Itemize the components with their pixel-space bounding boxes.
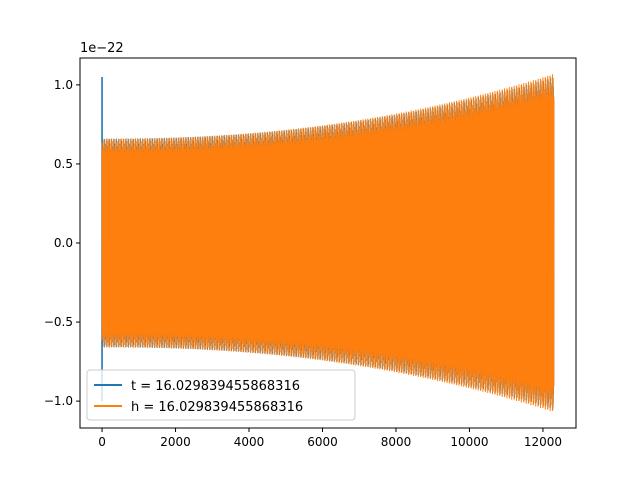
- y-offset-label: 1e−22: [80, 41, 124, 56]
- legend-entry: h = 16.029839455868316: [131, 400, 303, 415]
- x-axis: 0 2000 4000 6000 8000 10000 12000: [98, 428, 562, 449]
- y-tick-label: 0.5: [54, 157, 73, 171]
- y-tick-label: −1.0: [44, 394, 73, 408]
- legend: t = 16.029839455868316 h = 16.02983945586…: [86, 369, 356, 421]
- x-tick-label: 6000: [307, 435, 338, 449]
- legend-box: [86, 369, 356, 421]
- y-tick-label: 0.0: [54, 236, 73, 250]
- x-tick-label: 10000: [450, 435, 488, 449]
- x-tick-label: 12000: [524, 435, 562, 449]
- y-tick-label: 1.0: [54, 78, 73, 92]
- plot-area: [101, 74, 555, 412]
- x-tick-label: 8000: [381, 435, 412, 449]
- y-tick-label: −0.5: [44, 315, 73, 329]
- x-tick-label: 4000: [234, 435, 265, 449]
- legend-entry: t = 16.029839455868316: [131, 379, 300, 394]
- x-tick-label: 2000: [160, 435, 191, 449]
- x-tick-label: 0: [98, 435, 106, 449]
- series-line-1: [101, 74, 555, 412]
- y-axis: −1.0 −0.5 0.0 0.5 1.0: [44, 78, 80, 408]
